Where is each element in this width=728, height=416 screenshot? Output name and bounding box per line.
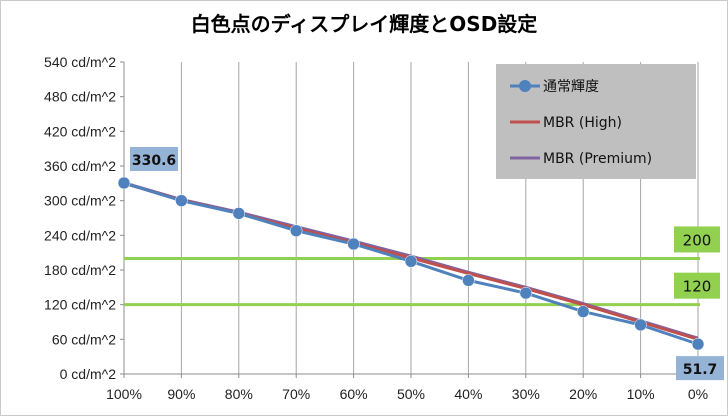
data-point — [175, 194, 188, 207]
x-tick-label: 90% — [167, 386, 195, 402]
y-tick-label: 240 cd/m^2 — [44, 227, 116, 243]
data-point — [576, 305, 590, 318]
x-tick-label: 10% — [627, 386, 655, 402]
reference-label-bg — [674, 272, 720, 299]
data-point — [289, 224, 303, 237]
x-tick-label: 40% — [454, 386, 482, 402]
y-tick-label: 0 cd/m^2 — [60, 366, 117, 382]
data-point — [347, 237, 360, 251]
x-tick-label: 80% — [225, 386, 253, 402]
data-point — [117, 176, 131, 190]
x-tick-label: 100% — [106, 386, 142, 402]
y-tick-label: 180 cd/m^2 — [44, 262, 116, 278]
legend-entry: 通常輝度 — [543, 79, 599, 95]
data-point — [462, 274, 475, 287]
y-tick-label: 360 cd/m^2 — [44, 158, 116, 174]
series-layer — [117, 176, 705, 351]
y-tick-label: 300 cd/m^2 — [44, 193, 116, 209]
data-label: 51.7 — [683, 362, 718, 378]
y-tick-label: 420 cd/m^2 — [44, 123, 116, 139]
legend-entry: MBR (High) — [543, 115, 622, 131]
x-tick-label: 70% — [282, 386, 310, 402]
data-point — [404, 255, 418, 268]
chart-title: 白色点のディスプレイ輝度とOSD設定 — [190, 12, 538, 36]
reference-label-bg — [674, 226, 720, 253]
y-tick-label: 60 cd/m^2 — [52, 331, 116, 347]
data-point — [232, 207, 246, 220]
x-tick-label: 60% — [340, 386, 368, 402]
data-point — [634, 318, 647, 332]
data-labels: 330.6 51.7 — [130, 146, 724, 381]
legend: 通常輝度 MBR (High) MBR (Premium) — [496, 64, 696, 179]
data-label-bg — [676, 356, 724, 381]
x-tick-label: 30% — [512, 386, 540, 402]
data-point — [691, 337, 705, 351]
x-tick-label: 0% — [688, 386, 708, 402]
axis-layer: 0 cd/m^2 60 cd/m^2 120 cd/m^2 180 cd/m^2 240… — [44, 54, 708, 402]
legend-entry: MBR (Premium) — [543, 151, 652, 167]
data-label-bg — [130, 146, 178, 171]
x-tick-label: 20% — [569, 386, 597, 402]
x-tick-label: 50% — [397, 386, 425, 402]
y-tick-label: 480 cd/m^2 — [44, 89, 116, 105]
data-label: 330.6 — [132, 153, 176, 169]
legend-marker — [519, 80, 531, 92]
reference-label: 120 — [683, 278, 712, 296]
y-tick-label: 540 cd/m^2 — [44, 54, 116, 70]
data-point — [519, 286, 533, 300]
y-tick-label: 120 cd/m^2 — [44, 297, 116, 313]
reference-label: 200 — [683, 231, 712, 249]
